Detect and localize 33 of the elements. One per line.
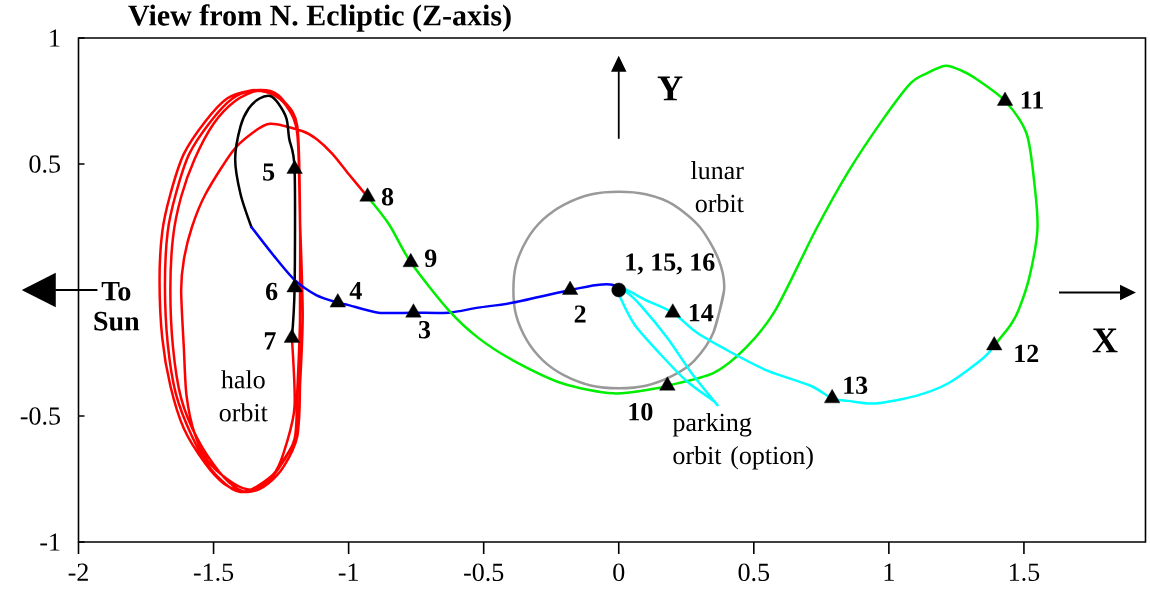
y-tick-label: -0.5 — [20, 407, 60, 425]
annotation: 8 — [381, 187, 394, 206]
annotation: 4 — [349, 282, 362, 300]
annotation: 3 — [418, 320, 431, 339]
x-tick-label: 0 — [613, 563, 625, 582]
annotation: 7 — [264, 332, 276, 350]
annotation: 10 — [629, 402, 653, 421]
annotation: 5 — [263, 163, 275, 181]
x-tick-label: -0.5 — [464, 563, 504, 582]
x-tick-label: 1.5 — [1009, 563, 1040, 582]
y-tick-label: 1 — [50, 29, 60, 47]
chart-title: View from N. Ecliptic (Z-axis) — [128, 4, 511, 32]
x-tick-label: -1 — [338, 563, 358, 581]
annotation: To Sun — [94, 282, 140, 331]
annotation: halo orbit — [219, 370, 268, 422]
annotation: Y — [657, 76, 683, 101]
annotation: 12 — [1015, 344, 1039, 363]
annotation: X — [1092, 328, 1118, 353]
annotation: lunar orbit — [690, 161, 744, 213]
annotation: 2 — [574, 305, 586, 323]
y-tick-label: 0.5 — [29, 155, 60, 173]
annotation: 9 — [424, 249, 437, 268]
x-tick-label: -1.5 — [193, 563, 234, 582]
annotation: 6 — [265, 282, 278, 301]
annotation: 1, 15, 16 — [626, 253, 715, 275]
x-tick-label: 1 — [884, 563, 894, 581]
x-tick-label: -2 — [68, 563, 88, 581]
annotation: 13 — [844, 376, 868, 395]
annotation: parking orbit (option) — [672, 412, 813, 470]
y-tick-label: -1 — [40, 533, 60, 551]
x-tick-label: 0.5 — [738, 563, 770, 582]
annotation: 11 — [1021, 91, 1043, 109]
annotation: 14 — [689, 304, 714, 322]
